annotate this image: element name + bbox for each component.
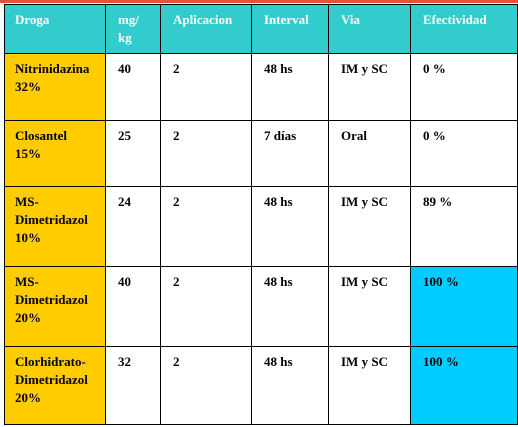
dose-cell: 40 bbox=[105, 266, 161, 347]
interval-cell: 48 hs bbox=[251, 186, 329, 267]
top-rule bbox=[0, 0, 518, 3]
dose-cell: 40 bbox=[105, 53, 161, 121]
effectiveness-cell: 100 % bbox=[410, 346, 518, 425]
dose-cell: 24 bbox=[105, 186, 161, 267]
application-cell: 2 bbox=[160, 266, 252, 347]
drug-name-cell: Clorhidrato- Dimetridazol 20% bbox=[4, 346, 106, 425]
effectiveness-cell: 100 % bbox=[410, 266, 518, 347]
drug-name-cell: Nitrinidazina 32% bbox=[4, 53, 106, 121]
route-cell: Oral bbox=[328, 120, 411, 187]
interval-cell: 48 hs bbox=[251, 53, 329, 121]
dose-cell: 25 bbox=[105, 120, 161, 187]
header-row: Droga mg/ kg Aplicacion Interval Via Efe… bbox=[4, 4, 518, 54]
route-cell: IM y SC bbox=[328, 266, 411, 347]
route-cell: IM y SC bbox=[328, 53, 411, 121]
interval-cell: 7 días bbox=[251, 120, 329, 187]
drug-name-cell: MS- Dimetridazol 10% bbox=[4, 186, 106, 267]
application-cell: 2 bbox=[160, 120, 252, 187]
header-aplicacion: Aplicacion bbox=[160, 4, 252, 54]
header-via: Via bbox=[328, 4, 411, 54]
effectiveness-cell: 89 % bbox=[410, 186, 518, 267]
header-efectividad: Efectividad bbox=[410, 4, 518, 54]
interval-cell: 48 hs bbox=[251, 346, 329, 425]
effectiveness-cell: 0 % bbox=[410, 120, 518, 187]
drug-name-cell: MS- Dimetridazol 20% bbox=[4, 266, 106, 347]
route-cell: IM y SC bbox=[328, 346, 411, 425]
drug-name-cell: Closantel 15% bbox=[4, 120, 106, 187]
application-cell: 2 bbox=[160, 186, 252, 267]
header-droga: Droga bbox=[4, 4, 106, 54]
table-row: Nitrinidazina 32% 40 2 48 hs IM y SC 0 % bbox=[4, 53, 518, 121]
table-row: Closantel 15% 25 2 7 días Oral 0 % bbox=[4, 120, 518, 187]
table-row: MS- Dimetridazol 10% 24 2 48 hs IM y SC … bbox=[4, 186, 518, 267]
header-interval: Interval bbox=[251, 4, 329, 54]
application-cell: 2 bbox=[160, 346, 252, 425]
effectiveness-cell: 0 % bbox=[410, 53, 518, 121]
header-mgkg: mg/ kg bbox=[105, 4, 161, 54]
table-row: Clorhidrato- Dimetridazol 20% 32 2 48 hs… bbox=[4, 346, 518, 425]
application-cell: 2 bbox=[160, 53, 252, 121]
dose-cell: 32 bbox=[105, 346, 161, 425]
drug-table: Droga mg/ kg Aplicacion Interval Via Efe… bbox=[4, 4, 518, 425]
table-row: MS- Dimetridazol 20% 40 2 48 hs IM y SC … bbox=[4, 266, 518, 347]
interval-cell: 48 hs bbox=[251, 266, 329, 347]
route-cell: IM y SC bbox=[328, 186, 411, 267]
